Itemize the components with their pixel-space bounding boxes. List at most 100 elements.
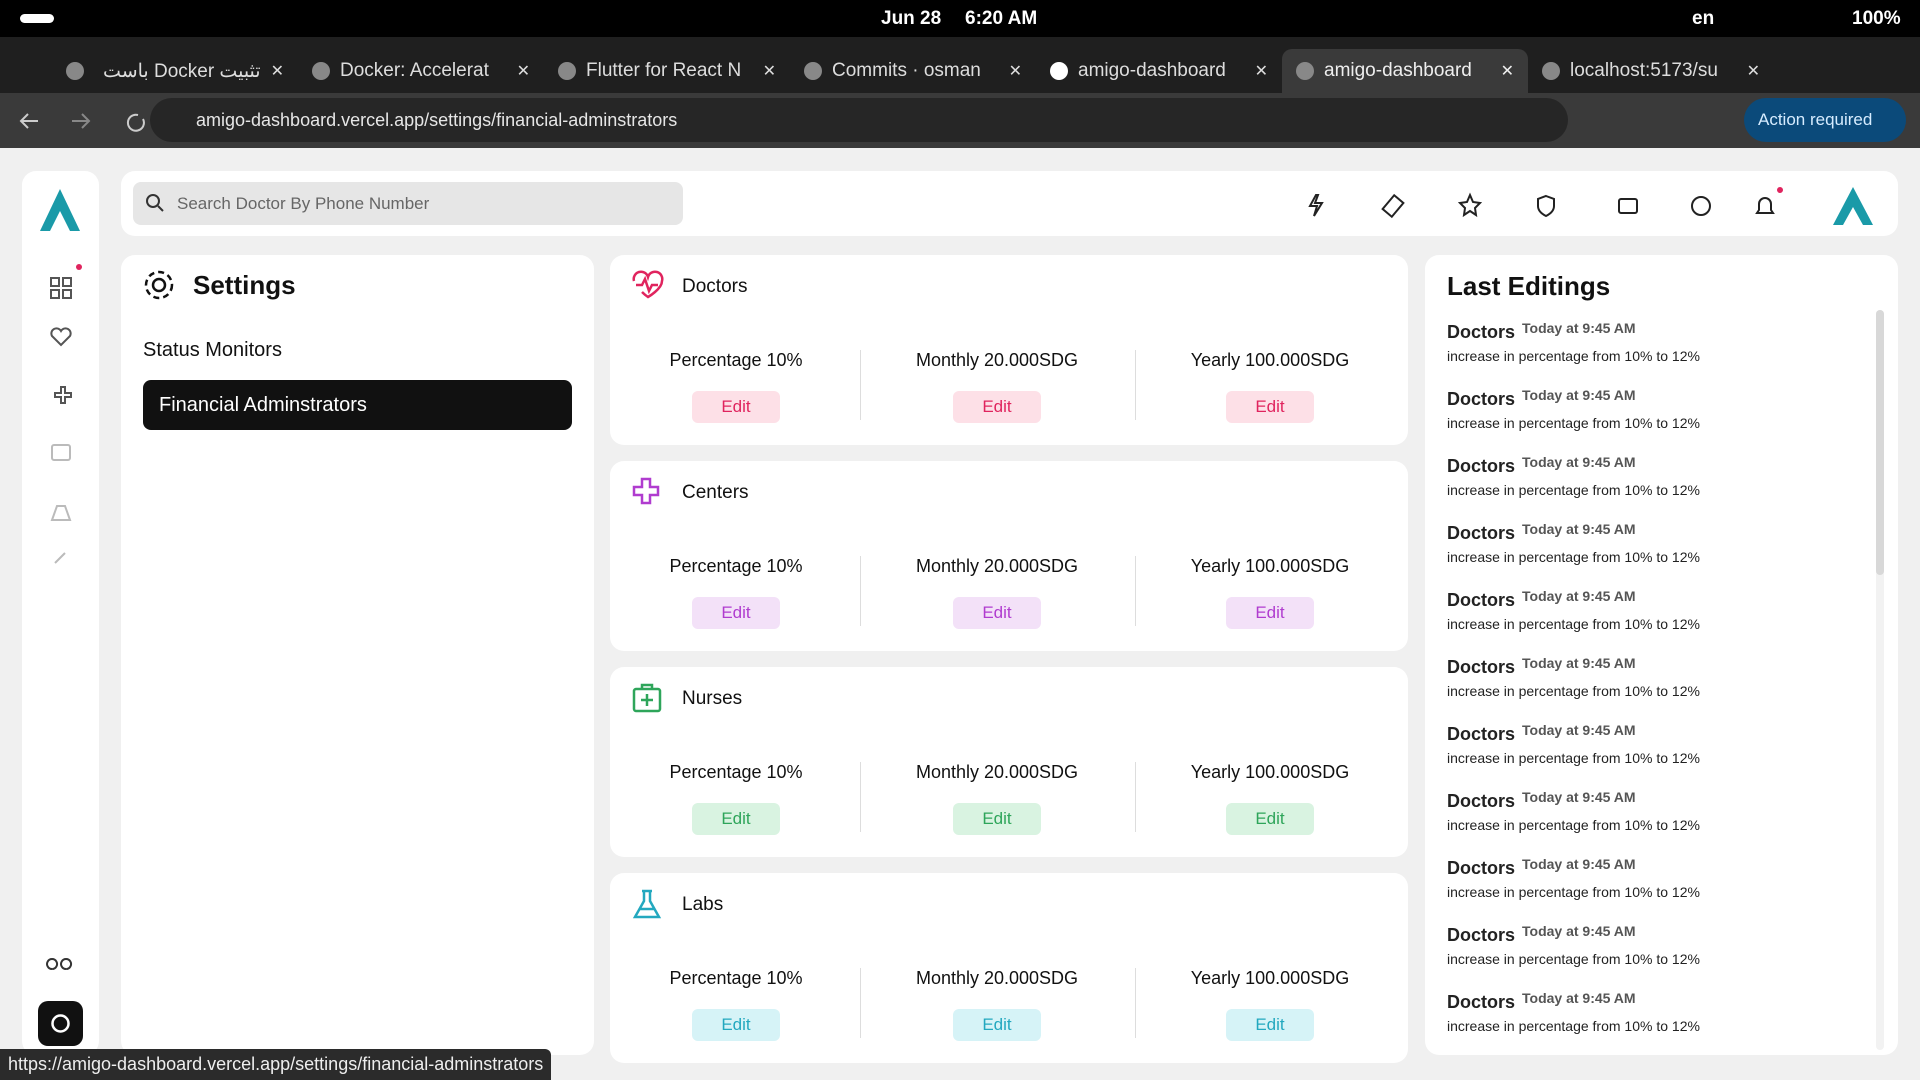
field: Yearly 100.000SDG Edit	[1150, 556, 1390, 629]
entry-text: increase in percentage from 10% to 12%	[1447, 1018, 1700, 1034]
field-label: Percentage 10%	[669, 762, 803, 782]
field-label: Yearly 100.000SDG	[1190, 762, 1350, 782]
scrollbar	[1876, 310, 1884, 1050]
field: Percentage 10% Edit	[616, 968, 856, 1041]
settings-panel: Settings Status Monitors Financial Admin…	[121, 255, 594, 1055]
entry-time: Today at 9:45 AM	[1522, 789, 1636, 805]
edit-button[interactable]: Edit	[953, 391, 1041, 423]
edit-button[interactable]: Edit	[953, 803, 1041, 835]
tab-close[interactable]: ✕	[762, 63, 776, 80]
card-title: Labs	[682, 894, 724, 915]
tab-close[interactable]: ✕	[1008, 63, 1022, 80]
card: Centers Percentage 10% Edit Monthly 20.000S…	[610, 461, 1408, 651]
field-label: Yearly 100.000SDG	[1190, 556, 1350, 576]
entry-time: Today at 9:45 AM	[1522, 521, 1636, 537]
divider	[1135, 762, 1136, 832]
last-editings: Last Editings Doctors Today at 9:45 AM inc…	[1425, 255, 1898, 1055]
edit-button[interactable]: Edit	[1226, 803, 1314, 835]
entry-entity: Doctors	[1447, 389, 1516, 409]
tab-title: تثبيت Docker باست	[103, 60, 261, 82]
card-icon	[632, 477, 660, 505]
tab[interactable]: Docker: Accelerat ✕	[298, 49, 544, 93]
entry-time: Today at 9:45 AM	[1522, 387, 1636, 403]
field-label: Yearly 100.000SDG	[1190, 350, 1350, 370]
edit-button[interactable]: Edit	[692, 597, 780, 629]
divider	[1135, 968, 1136, 1038]
field-label: Percentage 10%	[669, 556, 803, 576]
edit-button[interactable]: Edit	[953, 1009, 1041, 1041]
menu-item[interactable]: Status Monitors	[143, 339, 282, 361]
tab[interactable]: amigo-dashboard ✕	[1036, 49, 1282, 93]
entry-text: increase in percentage from 10% to 12%	[1447, 951, 1700, 967]
tab[interactable]: Commits · osman ✕	[790, 49, 1036, 93]
entry-entity: Doctors	[1447, 992, 1516, 1012]
tab-close[interactable]: ✕	[516, 63, 530, 80]
pill	[20, 14, 54, 23]
divider	[1135, 556, 1136, 626]
favicon	[66, 62, 84, 80]
divider	[860, 968, 861, 1038]
field-label: Monthly 20.000SDG	[915, 968, 1079, 988]
tab-title: Flutter for React N	[586, 60, 742, 81]
edit-button[interactable]: Edit	[1226, 391, 1314, 423]
entry-time: Today at 9:45 AM	[1522, 990, 1636, 1006]
entry-time: Today at 9:45 AM	[1522, 722, 1636, 738]
field: Monthly 20.000SDG Edit	[877, 968, 1117, 1041]
card: Labs Percentage 10% Edit Monthly 20.000SDG E…	[610, 873, 1408, 1063]
entry-text: increase in percentage from 10% to 12%	[1447, 683, 1700, 699]
card: Doctors Percentage 10% Edit Monthly 20.000S…	[610, 255, 1408, 445]
edit-button[interactable]: Edit	[1226, 597, 1314, 629]
tab-title: Docker: Accelerat	[340, 60, 489, 81]
card-title: Nurses	[682, 688, 743, 709]
entry-time: Today at 9:45 AM	[1522, 856, 1636, 872]
last-editings-title: Last Editings	[1447, 271, 1611, 301]
field: Percentage 10% Edit	[616, 556, 856, 629]
edit-button[interactable]: Edit	[1226, 1009, 1314, 1041]
action-required[interactable]: Action required	[1744, 98, 1906, 142]
menu-item-active[interactable]: Financial Adminstrators	[143, 380, 572, 430]
status-bar: Jun 28 6:20 AM en 100%	[0, 0, 1920, 37]
search-input[interactable]: Search Doctor By Phone Number	[133, 182, 683, 225]
tab[interactable]: تثبيت Docker باست ✕	[52, 49, 298, 93]
tab-close[interactable]: ✕	[270, 63, 284, 80]
field: Percentage 10% Edit	[616, 350, 856, 423]
tab-close[interactable]: ✕	[1254, 63, 1268, 80]
tab-close[interactable]: ✕	[1500, 63, 1514, 80]
field-label: Monthly 20.000SDG	[915, 556, 1079, 576]
field-label: Yearly 100.000SDG	[1190, 968, 1350, 988]
favicon	[558, 62, 576, 80]
tab-title: amigo-dashboard	[1078, 60, 1226, 81]
sidebar-icons	[38, 189, 83, 1046]
url-field[interactable]: amigo-dashboard.vercel.app/settings/fina…	[150, 98, 1568, 142]
field: Yearly 100.000SDG Edit	[1150, 968, 1390, 1041]
tab-close[interactable]: ✕	[1746, 63, 1760, 80]
edit-button[interactable]: Edit	[692, 1009, 780, 1041]
toolbar-icons	[1308, 187, 1873, 225]
entry-time: Today at 9:45 AM	[1522, 454, 1636, 470]
tab-title: localhost:5173/su	[1570, 60, 1718, 81]
divider	[860, 762, 861, 832]
divider	[860, 350, 861, 420]
card-title: Doctors	[682, 276, 748, 297]
favicon	[1542, 62, 1560, 80]
entry-text: increase in percentage from 10% to 12%	[1447, 549, 1700, 565]
settings-title: Settings	[193, 270, 296, 300]
entry-entity: Doctors	[1447, 657, 1516, 677]
tab[interactable]: localhost:5173/su ✕	[1528, 49, 1774, 93]
edit-button[interactable]: Edit	[692, 391, 780, 423]
card: Nurses Percentage 10% Edit Monthly 20.000SD…	[610, 667, 1408, 857]
nav-icons	[19, 113, 145, 132]
tab[interactable]: Flutter for React N ✕	[544, 49, 790, 93]
favicon	[1050, 62, 1068, 80]
field: Monthly 20.000SDG Edit	[877, 350, 1117, 423]
status-url: https://amigo-dashboard.vercel.app/setti…	[0, 1049, 552, 1080]
edit-button[interactable]: Edit	[953, 597, 1041, 629]
field: Monthly 20.000SDG Edit	[877, 762, 1117, 835]
entry-entity: Doctors	[1447, 523, 1516, 543]
time: 6:20 AM	[965, 8, 1038, 29]
card-icon	[632, 889, 662, 919]
edit-button[interactable]: Edit	[692, 803, 780, 835]
entry-text: increase in percentage from 10% to 12%	[1447, 415, 1700, 431]
field: Yearly 100.000SDG Edit	[1150, 350, 1390, 423]
tab[interactable]: amigo-dashboard ✕	[1282, 49, 1528, 93]
